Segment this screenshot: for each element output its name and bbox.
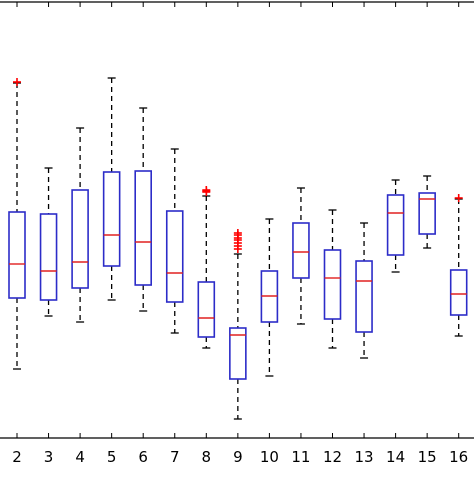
x-tick-label: 7 (170, 448, 180, 466)
box-iqr (39, 213, 58, 301)
box-group-10 (260, 218, 279, 377)
boxes-layer (8, 77, 468, 420)
outlier-marker (233, 229, 242, 237)
axes-layer (0, 1, 474, 439)
x-tick-label: 4 (75, 448, 85, 466)
box-group-15 (418, 175, 436, 249)
box-iqr (71, 189, 89, 289)
x-tick-label: 11 (291, 448, 310, 466)
box-group-16 (449, 194, 468, 337)
x-tick-label: 9 (233, 448, 243, 466)
x-tick-label: 6 (138, 448, 148, 466)
outlier-marker (13, 78, 21, 86)
box-iqr (229, 327, 247, 380)
box-group-3 (39, 167, 58, 317)
box-group-8 (197, 186, 216, 349)
box-iqr (449, 269, 468, 316)
box-group-13 (355, 222, 373, 359)
x-tick-label: 12 (323, 448, 342, 466)
box-group-12 (323, 209, 342, 349)
box-iqr (418, 192, 436, 235)
box-iqr (8, 211, 26, 299)
box-group-9 (229, 229, 247, 420)
box-group-11 (292, 187, 310, 325)
ticks-layer: 2 3 4 5 6 7 8 9 10 11 12 13 14 15 16 (12, 2, 468, 466)
outlier-marker (454, 194, 463, 202)
outlier-marker (202, 186, 211, 194)
box-iqr (165, 210, 184, 303)
box-group-2 (8, 78, 26, 370)
box-group-7 (165, 148, 184, 334)
x-tick-label: 14 (386, 448, 405, 466)
box-iqr (386, 194, 405, 256)
x-tick-label: 15 (418, 448, 437, 466)
box-iqr (102, 171, 121, 267)
box-iqr (134, 170, 152, 286)
box-group-6 (134, 107, 152, 312)
box-group-14 (386, 179, 405, 273)
x-tick-label: 10 (260, 448, 279, 466)
box-iqr (292, 222, 310, 279)
x-tick-label: 13 (355, 448, 374, 466)
x-tick-label: 3 (44, 448, 54, 466)
x-tick-label: 2 (12, 448, 22, 466)
box-iqr (197, 281, 216, 338)
box-group-5 (102, 77, 121, 301)
box-iqr (355, 260, 373, 333)
x-tick-label: 16 (449, 448, 468, 466)
box-group-4 (71, 127, 89, 323)
box-iqr (323, 249, 342, 320)
x-tick-label: 5 (107, 448, 117, 466)
x-tick-label: 8 (202, 448, 212, 466)
